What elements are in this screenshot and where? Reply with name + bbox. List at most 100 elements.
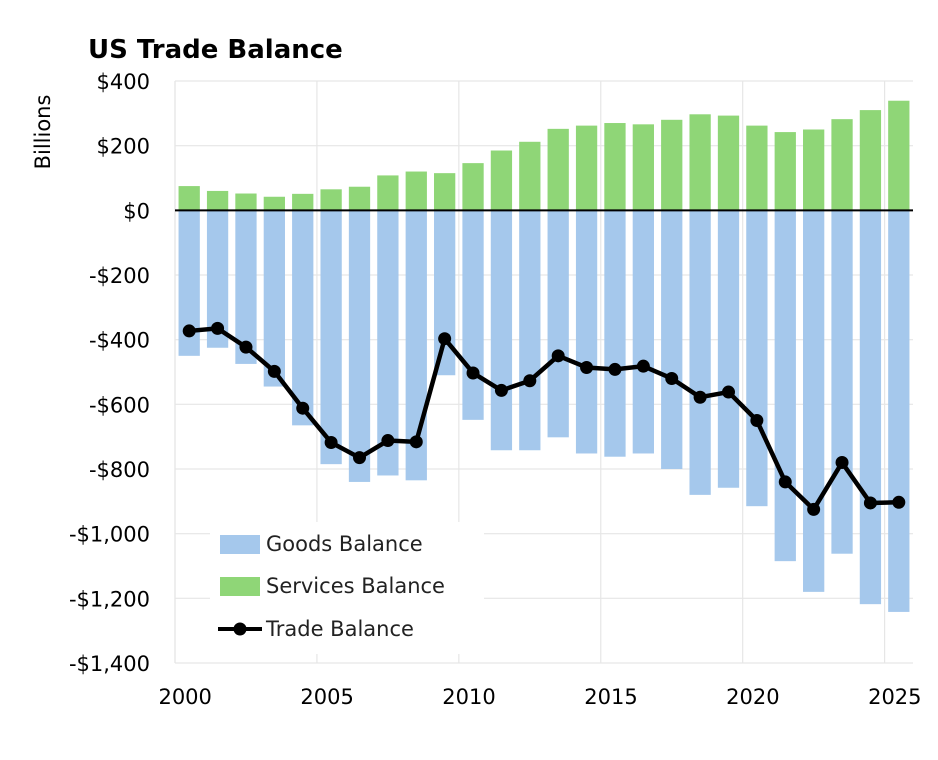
services-bar <box>888 100 910 211</box>
trade-balance-point <box>211 321 225 335</box>
services-bar <box>831 119 853 211</box>
y-tick-label: $200 <box>97 135 150 159</box>
y-tick-label: -$1,000 <box>69 523 150 547</box>
trade-balance-point <box>466 366 480 380</box>
x-tick-label: 2015 <box>584 685 637 709</box>
legend-label-services-balance: Services Balance <box>266 574 445 598</box>
trade-balance-point <box>892 495 906 509</box>
trade-balance-point <box>182 324 196 338</box>
x-tick-label: 2010 <box>442 685 495 709</box>
legend: Goods Balance Services Balance Trade Bal… <box>210 522 484 654</box>
services-bar <box>178 186 200 211</box>
services-bar <box>717 115 740 211</box>
services-bar <box>263 196 285 211</box>
trade-balance-point <box>807 502 821 516</box>
services-bar <box>803 129 825 211</box>
goods-bar <box>803 210 825 592</box>
goods-bar <box>405 210 427 481</box>
services-bar <box>575 125 598 211</box>
services-bar <box>320 189 342 211</box>
legend-label-goods-balance: Goods Balance <box>266 532 423 556</box>
x-axis-ticks: 2000 2005 2010 2015 2020 2025 <box>158 685 921 709</box>
x-tick-label: 2020 <box>726 685 779 709</box>
goods-bar <box>292 210 314 426</box>
services-bar <box>604 123 626 211</box>
trade-balance-point <box>267 364 281 378</box>
goods-bar <box>263 210 285 387</box>
services-bar <box>490 150 513 211</box>
services-bar <box>235 193 257 211</box>
legend-swatch-services-balance <box>220 577 260 596</box>
y-tick-label: $0 <box>123 199 150 223</box>
trade-balance-point <box>324 435 338 449</box>
trade-balance-polyline <box>188 326 899 512</box>
services-bar <box>774 132 796 211</box>
goods-bar <box>604 210 626 457</box>
x-tick-label: 2005 <box>300 685 353 709</box>
y-tick-label: -$800 <box>89 458 150 482</box>
trade-balance-point <box>608 362 622 376</box>
goods-bar <box>547 210 569 438</box>
goods-bar <box>462 210 484 420</box>
trade-balance-point <box>494 383 508 397</box>
goods-bar <box>661 210 683 470</box>
trade-balance-point <box>835 456 849 470</box>
services-bar <box>206 190 229 211</box>
goods-bar <box>746 210 768 507</box>
services-bar <box>405 171 427 211</box>
y-tick-label: -$600 <box>89 393 150 417</box>
trade-balance-point <box>353 451 366 465</box>
trade-balance-point <box>693 390 707 404</box>
goods-bar <box>717 210 740 488</box>
trade-balance-point <box>551 349 565 363</box>
services-bar <box>859 110 882 211</box>
goods-bar <box>235 210 257 364</box>
goods-bar <box>689 210 711 495</box>
goods-bar <box>575 210 598 454</box>
services-bar <box>661 119 683 211</box>
trade-balance-point <box>580 360 594 374</box>
y-tick-label: -$1,400 <box>69 652 150 676</box>
services-bar <box>434 173 456 211</box>
goods-bar <box>178 210 200 356</box>
services-bar <box>746 125 768 211</box>
y-tick-label: -$200 <box>89 264 150 288</box>
trade-balance-point <box>636 359 650 373</box>
trade-balance-point <box>296 401 310 415</box>
y-tick-label: -$1,200 <box>69 587 150 611</box>
legend-marker-trade-balance <box>233 622 247 636</box>
goods-bar <box>831 210 853 554</box>
trade-balance-point <box>409 435 423 449</box>
goods-bar <box>320 210 342 465</box>
legend-label-trade-balance: Trade Balance <box>265 617 414 641</box>
y-axis-ticks: $400 $200 $0 -$200 -$400 -$600 -$800 -$1,000 -$1… <box>69 70 150 676</box>
goods-bar <box>774 210 796 562</box>
trade-balance-point <box>750 414 764 427</box>
trade-balance-point <box>239 340 253 354</box>
y-tick-label: -$400 <box>89 329 150 353</box>
trade-balance-point <box>863 496 877 510</box>
trade-balance-point <box>722 385 735 399</box>
services-bar <box>689 114 711 211</box>
x-tick-label: 2000 <box>158 685 211 709</box>
goods-bar <box>519 210 541 451</box>
services-bar <box>632 124 654 211</box>
services-bar <box>547 128 569 211</box>
goods-bar <box>632 210 654 454</box>
services-bar <box>462 163 484 211</box>
chart-title: US Trade Balance <box>88 35 343 65</box>
trade-balance-point <box>665 371 679 385</box>
trade-balance-point <box>778 475 792 489</box>
goods-bar <box>377 210 399 476</box>
services-bar <box>348 186 371 211</box>
y-tick-label: $400 <box>97 70 150 94</box>
trade-balance-point <box>438 332 452 346</box>
trade-balance-line <box>182 321 906 516</box>
goods-bar <box>490 210 513 451</box>
legend-swatch-goods-balance <box>220 535 260 554</box>
goods-bar <box>206 210 229 348</box>
y-axis-label: Billions <box>31 95 55 170</box>
goods-bar <box>859 210 882 605</box>
trade-balance-point <box>523 374 537 388</box>
